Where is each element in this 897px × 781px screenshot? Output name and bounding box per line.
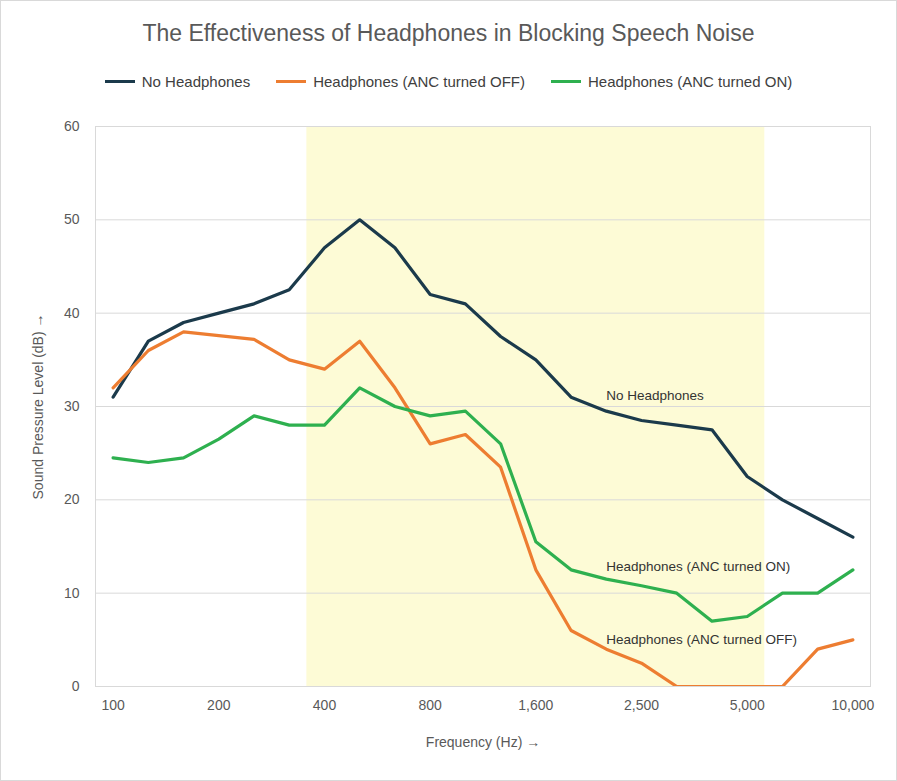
svg-text:Frequency (Hz) →: Frequency (Hz) →: [426, 734, 540, 750]
svg-text:50: 50: [64, 211, 80, 227]
svg-text:Headphones (ANC turned OFF): Headphones (ANC turned OFF): [606, 632, 797, 647]
svg-text:10,000: 10,000: [831, 697, 874, 713]
svg-text:Headphones (ANC turned ON): Headphones (ANC turned ON): [606, 559, 790, 574]
html-text:The Effectiveness of Headphone: The Effectiveness of Headphones in Block…: [142, 20, 755, 46]
svg-text:10: 10: [64, 585, 80, 601]
svg-text:100: 100: [101, 697, 125, 713]
svg-text:800: 800: [418, 697, 442, 713]
svg-text:Sound Pressure Level (dB) →: Sound Pressure Level (dB) →: [30, 314, 46, 500]
html-text:Headphones (ANC turned ON): Headphones (ANC turned ON): [588, 72, 793, 90]
svg-text:40: 40: [64, 305, 80, 321]
html-text:No Headphones: No Headphones: [141, 72, 251, 90]
svg-text:60: 60: [64, 118, 80, 134]
html-text:Headphones (ANC turned OFF): Headphones (ANC turned OFF): [313, 72, 525, 90]
svg-text:0: 0: [72, 678, 80, 694]
svg-text:30: 30: [64, 398, 80, 414]
svg-text:5,000: 5,000: [730, 697, 765, 713]
svg-text:200: 200: [207, 697, 231, 713]
svg-text:No Headphones: No Headphones: [606, 388, 704, 403]
svg-text:1,600: 1,600: [518, 697, 553, 713]
svg-text:400: 400: [313, 697, 337, 713]
svg-text:20: 20: [64, 491, 80, 507]
svg-text:2,500: 2,500: [624, 697, 659, 713]
